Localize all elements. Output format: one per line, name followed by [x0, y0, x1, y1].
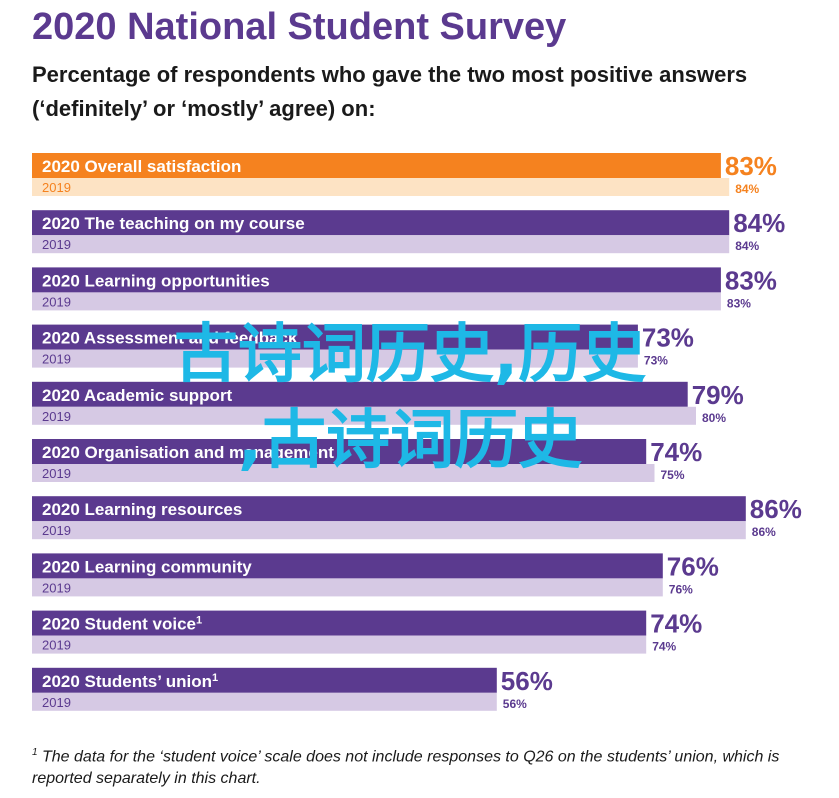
- footnote-reference: 1: [196, 615, 202, 627]
- bar-label-2020: 2020 Academic support: [42, 386, 233, 405]
- bar-2019: [32, 292, 721, 311]
- bar-label-2020: 2020 Overall satisfaction: [42, 157, 241, 176]
- bar-label-2019: 2019: [42, 695, 71, 710]
- bar-2019: [32, 464, 655, 482]
- bar-label-2020: 2020 Assessment and feedback: [42, 329, 298, 348]
- footnote-text: The data for the ‘student voice’ scale d…: [32, 748, 780, 788]
- bar-label-2019: 2019: [42, 409, 71, 424]
- value-label-2019: 75%: [661, 468, 685, 482]
- value-label-2020: 86%: [750, 494, 802, 524]
- bar-2019: [32, 235, 730, 254]
- bar-label-2020: 2020 Learning opportunities: [42, 271, 270, 290]
- bar-2020: [32, 553, 663, 579]
- bar-2020: [32, 381, 688, 407]
- bar-chart: 2020 Overall satisfaction201983%84%2020 …: [32, 151, 802, 711]
- value-label-2020: 74%: [650, 437, 702, 467]
- bar-label-2020: 2020 Student voice1: [42, 615, 202, 634]
- footnote-reference: 1: [212, 672, 218, 684]
- value-label-2019: 80%: [702, 411, 726, 425]
- bar-label-2020: 2020 Students’ union1: [42, 672, 218, 691]
- footnote: 1 The data for the ‘student voice’ scale…: [32, 742, 812, 790]
- bar-label-2019: 2019: [42, 237, 71, 252]
- value-label-2020: 83%: [725, 265, 777, 295]
- bar-label-2019: 2019: [42, 466, 71, 481]
- bar-label-2020: 2020 Organisation and management: [42, 443, 334, 462]
- value-label-2019: 74%: [652, 640, 676, 654]
- value-label-2020: 84%: [733, 208, 785, 238]
- bar-label-2019: 2019: [42, 352, 71, 367]
- value-label-2019: 86%: [752, 525, 776, 539]
- bar-label-2020: 2020 Learning resources: [42, 500, 242, 519]
- bar-label-2019: 2019: [42, 580, 71, 595]
- value-label-2019: 84%: [735, 239, 759, 253]
- bar-2019: [32, 635, 647, 654]
- bar-2019: [32, 692, 497, 711]
- value-label-2019: 83%: [727, 296, 751, 310]
- watermark-line-1: 古诗词历史,历史: [173, 318, 647, 392]
- bar-2019: [32, 521, 746, 540]
- bar-2019: [32, 578, 663, 597]
- bar-2019: [32, 178, 730, 196]
- chart-subtitle: Percentage of respondents who gave the t…: [32, 62, 748, 121]
- value-label-2019: 76%: [669, 582, 693, 596]
- bar-2020: [32, 496, 746, 522]
- footnote-marker: 1: [32, 747, 38, 758]
- bar-2020: [32, 324, 638, 350]
- value-label-2020: 74%: [650, 609, 702, 639]
- bar-label-2019: 2019: [42, 294, 71, 309]
- bar-2020: [32, 153, 721, 178]
- value-label-2020: 56%: [501, 666, 553, 696]
- chart-title: 2020 National Student Survey: [32, 6, 567, 48]
- value-label-2020: 73%: [642, 323, 694, 353]
- value-label-2020: 76%: [667, 551, 719, 581]
- bar-2019: [32, 349, 638, 368]
- value-label-2019: 73%: [644, 354, 668, 368]
- bar-label-2019: 2019: [42, 180, 71, 195]
- bar-2020: [32, 439, 647, 464]
- bar-label-2019: 2019: [42, 638, 71, 653]
- watermark-line-2: ,古诗词历史: [237, 404, 583, 478]
- bar-2020: [32, 667, 497, 693]
- watermark-overlay: 古诗词历史,历史 ,古诗词历史: [30, 312, 790, 484]
- value-label-2020: 83%: [725, 151, 777, 181]
- bar-label-2020: 2020 The teaching on my course: [42, 214, 305, 233]
- bar-2020: [32, 267, 721, 293]
- value-label-2019: 84%: [735, 182, 759, 196]
- bar-label-2020: 2020 Learning community: [42, 557, 252, 576]
- bar-2019: [32, 406, 696, 425]
- bar-2020: [32, 610, 647, 636]
- value-label-2020: 79%: [692, 380, 744, 410]
- bar-label-2019: 2019: [42, 523, 71, 538]
- value-label-2019: 56%: [503, 697, 527, 711]
- bar-2020: [32, 210, 730, 236]
